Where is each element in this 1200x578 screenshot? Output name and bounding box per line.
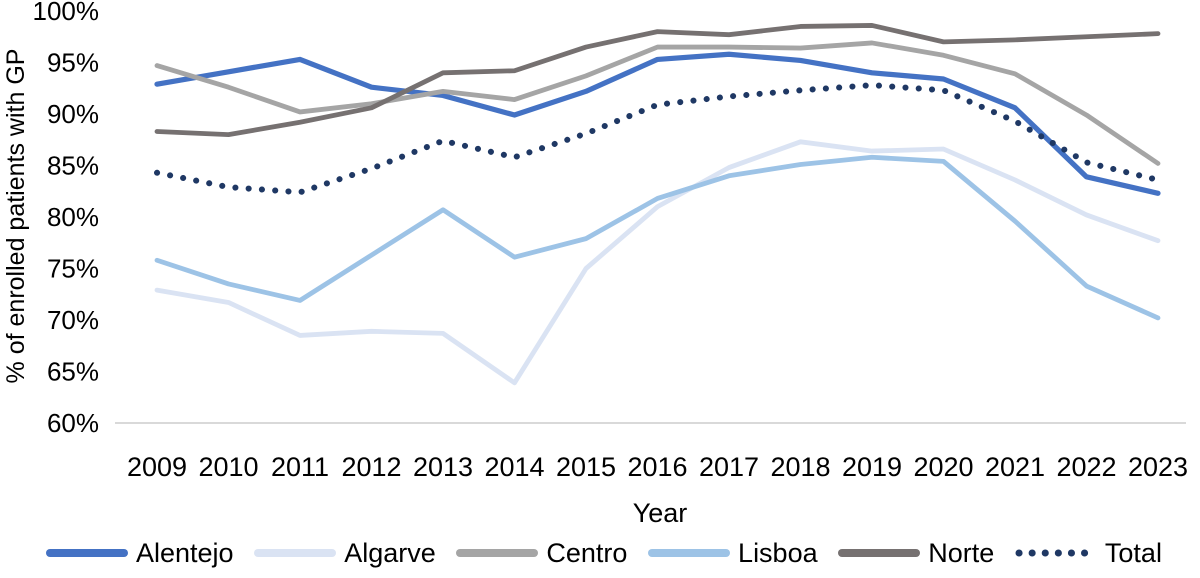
legend-item-total: Total [1014, 537, 1162, 568]
x-tick-label: 2011 [271, 452, 329, 482]
x-tick-label: 2010 [198, 452, 258, 482]
line-chart: 60% 65% 70% 75% 80% 85% 90% 95% 100% 2009 2010 2011… [2, 0, 1188, 528]
legend-label: Norte [928, 537, 995, 568]
x-tick-label: 2023 [1128, 452, 1188, 482]
legend-item-alentejo: Alentejo [45, 537, 234, 568]
x-tick-label: 2016 [627, 452, 687, 482]
x-axis-title: Year [633, 498, 688, 528]
y-tick-label: 90% [47, 99, 99, 129]
legend-swatch-algarve [254, 549, 337, 557]
legend-swatch-alentejo [46, 549, 128, 557]
legend-label: Algarve [344, 537, 436, 568]
legend-item-lisboa: Lisboa [647, 537, 818, 568]
y-tick-label: 70% [47, 305, 99, 335]
series-line-norte [154, 23, 1161, 138]
x-tick-label: 2012 [341, 452, 401, 482]
legend-swatch-lisboa [648, 549, 731, 557]
x-tick-label: 2017 [699, 452, 759, 482]
y-tick-label: 75% [47, 254, 99, 284]
x-tick-label: 2018 [770, 452, 830, 482]
y-tick-label: 60% [47, 408, 99, 438]
x-tick-label: 2009 [127, 452, 187, 482]
legend-label: Lisboa [738, 537, 818, 568]
x-tick-label: 2021 [985, 452, 1045, 482]
x-tick-label: 2022 [1056, 452, 1116, 482]
legend-label: Total [1104, 537, 1162, 568]
y-tick-label: 65% [47, 357, 99, 387]
series-line-alentejo [154, 51, 1161, 196]
y-tick-label: 80% [47, 202, 99, 232]
legend-swatch-total [1015, 549, 1097, 557]
x-tick-label: 2014 [484, 452, 544, 482]
y-axis-title: % of enrolled patients with GP [2, 49, 30, 384]
x-tick-label: 2015 [556, 452, 616, 482]
series-line-algarve [154, 139, 1161, 386]
x-tick-label: 2019 [842, 452, 902, 482]
legend-swatch-centro [456, 549, 539, 557]
legend-item-centro: Centro [455, 537, 628, 568]
series-line-lisboa [154, 154, 1161, 321]
legend-item-norte: Norte [837, 537, 995, 568]
chart-legend: Alentejo Algarve Centro Lisboa Norte Total [45, 534, 1162, 572]
y-tick-label: 95% [47, 48, 99, 78]
x-tick-label: 2013 [413, 452, 473, 482]
legend-swatch-norte [838, 549, 921, 557]
series-line-centro [154, 40, 1161, 166]
legend-item-algarve: Algarve [253, 537, 436, 568]
x-tick-label: 2020 [913, 452, 973, 482]
y-tick-label: 100% [33, 0, 100, 26]
y-tick-label: 85% [47, 151, 99, 181]
legend-label: Centro [546, 537, 628, 568]
legend-label: Alentejo [136, 537, 234, 568]
